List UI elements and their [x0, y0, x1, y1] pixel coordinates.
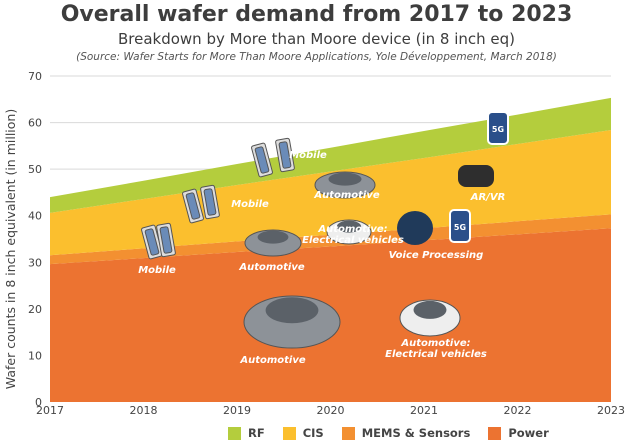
legend-swatch [228, 426, 241, 440]
annotation-label: Automotive [238, 262, 305, 273]
y-tick-label: 50 [28, 163, 42, 176]
smartphone-icon [251, 142, 273, 178]
annotation-label: Voice Processing [389, 250, 484, 261]
car-window [413, 300, 447, 319]
y-tick-label: 40 [28, 210, 42, 223]
legend-swatch [282, 426, 296, 440]
smartphone-icon [275, 137, 295, 173]
area-rf [50, 97, 611, 213]
car-window [265, 297, 319, 324]
5g-label: 5G [454, 223, 466, 232]
5g-label: 5G [492, 125, 504, 134]
legend-label: CIS [302, 426, 324, 440]
annotation-label: Mobile [231, 199, 269, 210]
x-tick-label: 2023 [597, 404, 625, 417]
chart-title: Overall wafer demand from 2017 to 2023 [60, 2, 573, 27]
smartphone-icon [200, 184, 220, 220]
annotation-label: AR/VR [470, 192, 506, 203]
x-tick-label: 2019 [223, 404, 251, 417]
annotation-label: Mobile [289, 150, 327, 161]
car-window [328, 172, 362, 186]
5g-phone-icon [487, 111, 509, 145]
x-tick-label: 2017 [36, 404, 64, 417]
legend-item: MEMS & Sensors [341, 426, 471, 440]
legend-item: CIS [282, 426, 324, 440]
legend-swatch [341, 426, 355, 440]
smartphone-icon [156, 222, 176, 258]
annotation-label: Automotive [239, 355, 306, 366]
5g-phone-icon [449, 209, 471, 243]
x-tick-label: 2022 [504, 404, 532, 417]
annotation-label: Mobile [138, 265, 176, 276]
annotation-label-line2: Electrical vehicles [302, 235, 404, 246]
legend-label: Power [508, 426, 549, 440]
car-window [257, 230, 289, 244]
annotation-label: Automotive: [317, 224, 387, 235]
legend: RF CIS MEMS & Sensors Power [228, 426, 549, 440]
y-tick-label: 20 [28, 303, 42, 316]
y-tick-label: 0 [35, 396, 42, 409]
smartphone-icon [182, 188, 204, 224]
voice-orb-icon [397, 211, 433, 245]
y-tick-label: 30 [28, 256, 42, 269]
legend-label: RF [248, 426, 265, 440]
x-tick-label: 2020 [317, 404, 345, 417]
y-tick-label: 70 [28, 70, 42, 83]
y-axis-label: Wafer counts in 8 inch equivalent (in mi… [3, 109, 18, 389]
car-window [336, 220, 362, 233]
legend-swatch [488, 426, 502, 440]
vr-headset-icon [458, 165, 494, 187]
y-tick-label: 60 [28, 117, 42, 130]
x-tick-label: 2021 [410, 404, 438, 417]
legend-item: Power [488, 426, 549, 440]
annotation-label: Automotive: [400, 338, 470, 349]
annotation-label-line2: Electrical vehicles [385, 349, 487, 360]
chart-source: (Source: Wafer Starts for More Than Moor… [76, 51, 557, 63]
legend-label: MEMS & Sensors [361, 426, 471, 440]
y-tick-label: 10 [28, 349, 42, 362]
x-tick-label: 2018 [130, 404, 158, 417]
chart-subtitle: Breakdown by More than Moore device (in … [117, 30, 516, 48]
legend-item: RF [228, 426, 265, 440]
annotation-label: Automotive [313, 190, 380, 201]
